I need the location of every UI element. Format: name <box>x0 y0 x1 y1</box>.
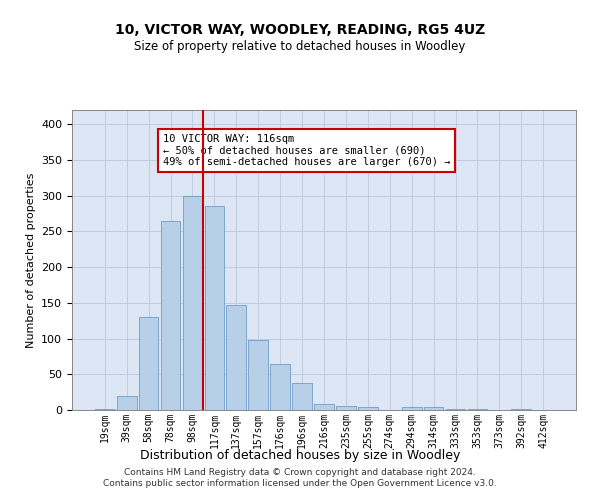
Bar <box>292 383 312 410</box>
Bar <box>446 408 466 410</box>
Bar <box>402 407 422 410</box>
Bar <box>424 407 443 410</box>
Text: 10 VICTOR WAY: 116sqm
← 50% of detached houses are smaller (690)
49% of semi-det: 10 VICTOR WAY: 116sqm ← 50% of detached … <box>163 134 450 167</box>
Bar <box>161 220 181 410</box>
Text: Size of property relative to detached houses in Woodley: Size of property relative to detached ho… <box>134 40 466 53</box>
Bar <box>139 317 158 410</box>
Bar <box>248 340 268 410</box>
Bar <box>226 305 246 410</box>
Bar <box>205 206 224 410</box>
Bar <box>117 396 137 410</box>
Text: 10, VICTOR WAY, WOODLEY, READING, RG5 4UZ: 10, VICTOR WAY, WOODLEY, READING, RG5 4U… <box>115 22 485 36</box>
Bar <box>270 364 290 410</box>
Bar <box>182 196 202 410</box>
Y-axis label: Number of detached properties: Number of detached properties <box>26 172 35 348</box>
Text: Distribution of detached houses by size in Woodley: Distribution of detached houses by size … <box>140 448 460 462</box>
Bar <box>358 407 378 410</box>
Bar <box>336 406 356 410</box>
Text: Contains HM Land Registry data © Crown copyright and database right 2024.
Contai: Contains HM Land Registry data © Crown c… <box>103 468 497 487</box>
Bar <box>314 404 334 410</box>
Bar <box>95 408 115 410</box>
Bar <box>467 408 487 410</box>
